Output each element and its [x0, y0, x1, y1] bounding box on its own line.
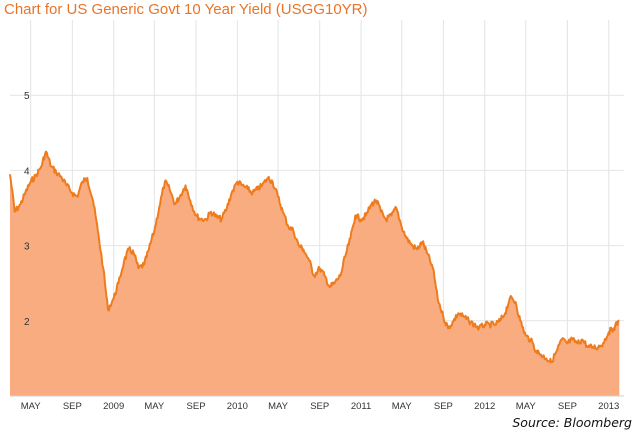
y-tick-labels: 2 3 4 5: [24, 91, 30, 328]
yield-line: [9, 150, 620, 364]
x-tick-label: SEP: [310, 401, 329, 412]
x-tick-label: SEP: [187, 401, 206, 412]
y-tick-label: 5: [24, 91, 30, 102]
source-note: Source: Bloomberg: [512, 415, 632, 430]
y-tick-label: 2: [24, 317, 30, 328]
x-tick-label: MAY: [268, 401, 289, 412]
yield-area: [10, 151, 620, 396]
x-tick-label: SEP: [558, 401, 577, 412]
x-tick-label: MAY: [392, 401, 413, 412]
x-tick-label: MAY: [21, 401, 42, 412]
x-tick-label: 2013: [598, 401, 619, 412]
y-tick-label: 4: [24, 166, 30, 177]
chart-title: Chart for US Generic Govt 10 Year Yield …: [4, 1, 368, 18]
x-tick-label: 2011: [351, 401, 371, 412]
x-tick-label: MAY: [516, 401, 537, 412]
x-tick-label: 2012: [474, 401, 495, 412]
x-tick-label: MAY: [144, 401, 165, 412]
x-tick-labels: MAY SEP 2009 MAY SEP 2010 MAY SEP 2011 MAY SEP 2012…: [21, 401, 620, 412]
x-tick-label: 2009: [103, 401, 124, 412]
y-tick-label: 3: [24, 242, 30, 253]
x-tick-label: SEP: [434, 401, 453, 412]
x-tick-label: SEP: [63, 401, 82, 412]
x-tick-label: 2010: [227, 401, 248, 412]
